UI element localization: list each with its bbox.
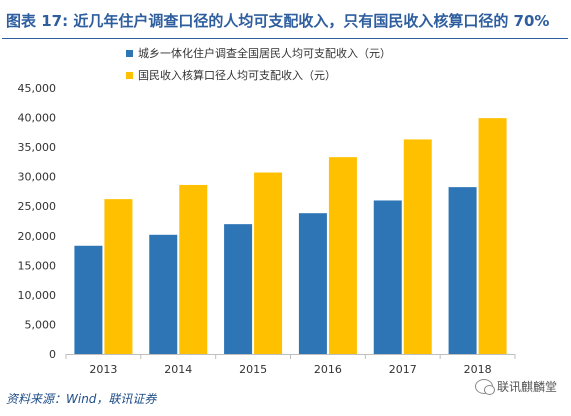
bar-national-accounts	[328, 157, 357, 354]
legend-label: 城乡一体化住户调查全国居民人均可支配收入（元）	[138, 46, 391, 60]
bar-national-accounts	[254, 172, 283, 354]
y-tick-label: 30,000	[18, 171, 57, 184]
legend-label: 国民收入核算口径人均可支配收入（元）	[138, 68, 336, 82]
bar-national-accounts	[403, 139, 432, 354]
y-tick-label: 10,000	[18, 289, 57, 302]
wechat-icon	[474, 379, 495, 395]
legend-swatch	[126, 50, 133, 57]
x-tick-label: 2017	[389, 363, 417, 376]
y-tick-label: 20,000	[18, 230, 57, 243]
y-tick-label: 35,000	[18, 141, 57, 154]
watermark-text: 联讯麒麟堂	[496, 380, 557, 394]
x-tick-label: 2018	[464, 363, 492, 376]
x-tick-label: 2013	[89, 363, 117, 376]
chart-title: 图表 17: 近几年住户调查口径的人均可支配收入，只有国民收入核算口径的 70%	[6, 6, 566, 36]
x-tick-label: 2016	[314, 363, 342, 376]
y-tick-label: 15,000	[18, 259, 57, 272]
watermark: 联讯麒麟堂	[474, 378, 557, 395]
bar-household-survey	[373, 200, 402, 354]
bar-household-survey	[149, 234, 178, 354]
y-tick-label: 25,000	[18, 200, 57, 213]
legend-swatch	[126, 72, 133, 79]
y-tick-label: 45,000	[18, 82, 57, 95]
x-tick-label: 2015	[239, 363, 267, 376]
bar-household-survey	[448, 187, 477, 354]
bar-national-accounts	[179, 184, 208, 354]
title-main: 近几年住户调查口径的人均可支配收入，只有国民收入核算口径的 70%	[68, 12, 550, 30]
title-prefix: 图表 17:	[6, 12, 69, 30]
source-note: 资料来源：Wind，联讯证券	[6, 392, 157, 406]
title-divider	[2, 38, 568, 39]
bar-national-accounts	[478, 118, 507, 354]
bar-household-survey	[74, 245, 103, 354]
bar-household-survey	[224, 224, 253, 354]
y-tick-label: 5,000	[25, 318, 57, 331]
x-tick-label: 2014	[164, 363, 192, 376]
bar-household-survey	[298, 213, 327, 354]
y-tick-label: 0	[49, 348, 56, 361]
y-tick-label: 40,000	[18, 112, 57, 125]
bar-national-accounts	[104, 199, 133, 354]
